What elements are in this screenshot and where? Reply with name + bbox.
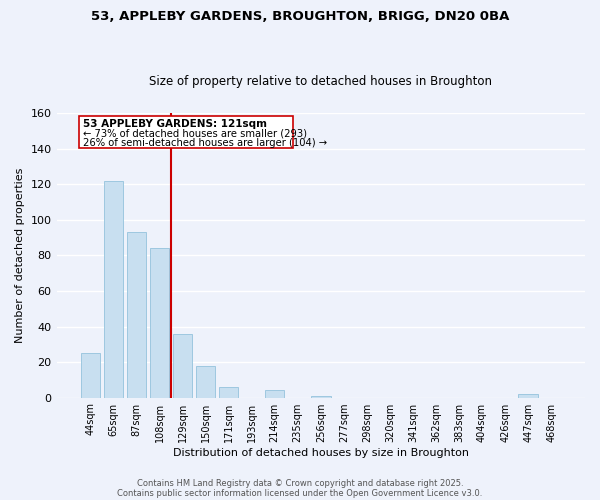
- Text: 53 APPLEBY GARDENS: 121sqm: 53 APPLEBY GARDENS: 121sqm: [83, 119, 267, 129]
- Bar: [219, 387, 238, 398]
- FancyBboxPatch shape: [79, 116, 293, 148]
- X-axis label: Distribution of detached houses by size in Broughton: Distribution of detached houses by size …: [173, 448, 469, 458]
- Text: 26% of semi-detached houses are larger (104) →: 26% of semi-detached houses are larger (…: [83, 138, 327, 148]
- Text: ← 73% of detached houses are smaller (293): ← 73% of detached houses are smaller (29…: [83, 128, 307, 138]
- Text: Contains HM Land Registry data © Crown copyright and database right 2025.: Contains HM Land Registry data © Crown c…: [137, 478, 463, 488]
- Bar: [80, 353, 100, 398]
- Y-axis label: Number of detached properties: Number of detached properties: [15, 168, 25, 343]
- Bar: [173, 334, 193, 398]
- Text: Contains public sector information licensed under the Open Government Licence v3: Contains public sector information licen…: [118, 488, 482, 498]
- Bar: [196, 366, 215, 398]
- Bar: [149, 248, 169, 398]
- Bar: [518, 394, 538, 398]
- Bar: [311, 396, 331, 398]
- Bar: [265, 390, 284, 398]
- Bar: [127, 232, 146, 398]
- Title: Size of property relative to detached houses in Broughton: Size of property relative to detached ho…: [149, 76, 492, 88]
- Text: 53, APPLEBY GARDENS, BROUGHTON, BRIGG, DN20 0BA: 53, APPLEBY GARDENS, BROUGHTON, BRIGG, D…: [91, 10, 509, 23]
- Bar: [104, 181, 123, 398]
